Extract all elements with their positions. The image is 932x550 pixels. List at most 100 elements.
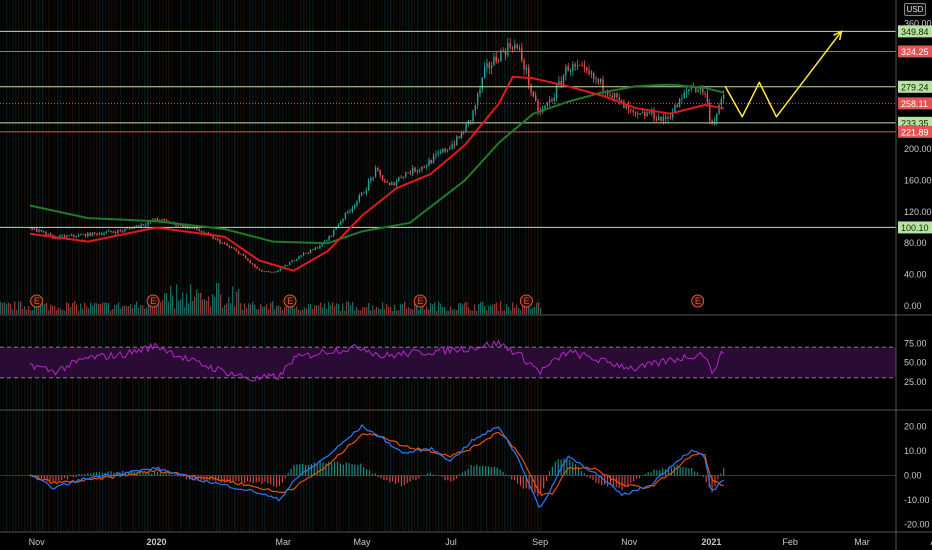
candle-body[interactable] — [407, 172, 409, 174]
candle-body[interactable] — [293, 260, 296, 262]
candle-body[interactable] — [131, 228, 133, 229]
candle-body[interactable] — [502, 50, 504, 52]
candle-body[interactable] — [277, 270, 279, 272]
candle-body[interactable] — [105, 231, 108, 234]
candle-body[interactable] — [40, 229, 43, 232]
candle-body[interactable] — [365, 190, 367, 194]
candle-body[interactable] — [606, 91, 609, 95]
candle-body[interactable] — [353, 205, 356, 208]
candle-body[interactable] — [330, 235, 333, 237]
candle-body[interactable] — [623, 101, 625, 109]
candle-body[interactable] — [247, 258, 249, 261]
candle-body[interactable] — [683, 92, 685, 98]
candle-body[interactable] — [42, 231, 45, 233]
candle-body[interactable] — [398, 177, 400, 181]
candle-body[interactable] — [300, 255, 303, 257]
candle-body[interactable] — [630, 109, 632, 111]
candle-body[interactable] — [567, 66, 569, 72]
candle-body[interactable] — [688, 89, 690, 92]
candle-body[interactable] — [474, 105, 477, 111]
projection-path[interactable] — [724, 30, 843, 118]
earnings-marker[interactable] — [519, 294, 533, 308]
candle-body[interactable] — [237, 250, 240, 254]
candle-body[interactable] — [342, 218, 344, 222]
candle-body[interactable] — [609, 94, 611, 96]
candle-body[interactable] — [702, 86, 704, 93]
candle-body[interactable] — [147, 222, 149, 225]
candle-body[interactable] — [411, 167, 414, 174]
candle-body[interactable] — [117, 230, 119, 234]
candle-body[interactable] — [372, 177, 374, 179]
candle-body[interactable] — [196, 227, 198, 230]
candle-body[interactable] — [258, 268, 261, 270]
candle-body[interactable] — [107, 230, 110, 232]
candle-body[interactable] — [639, 113, 641, 115]
candle-body[interactable] — [203, 232, 205, 234]
candle-body[interactable] — [595, 78, 597, 80]
candle-body[interactable] — [579, 65, 581, 66]
candle-body[interactable] — [674, 104, 676, 113]
candle-body[interactable] — [414, 167, 416, 172]
candle-body[interactable] — [384, 180, 386, 183]
candle-body[interactable] — [96, 233, 98, 235]
candle-body[interactable] — [472, 110, 474, 122]
candle-body[interactable] — [279, 268, 282, 271]
candle-body[interactable] — [495, 56, 497, 62]
candle-body[interactable] — [340, 221, 342, 225]
candle-body[interactable] — [467, 120, 470, 124]
candle-body[interactable] — [551, 99, 553, 101]
candle-body[interactable] — [483, 67, 486, 78]
candle-body[interactable] — [453, 144, 456, 146]
candle-body[interactable] — [75, 236, 77, 238]
candle-body[interactable] — [523, 60, 525, 70]
candle-body[interactable] — [298, 256, 300, 259]
candle-body[interactable] — [360, 192, 363, 196]
candle-body[interactable] — [87, 232, 89, 237]
macd-pane[interactable] — [0, 423, 896, 508]
candle-body[interactable] — [381, 175, 384, 181]
candle-body[interactable] — [49, 233, 52, 236]
candle-body[interactable] — [678, 99, 681, 108]
candle-body[interactable] — [251, 263, 254, 265]
candle-body[interactable] — [254, 264, 256, 267]
earnings-marker[interactable] — [30, 294, 44, 308]
candle-body[interactable] — [537, 100, 539, 112]
candle-body[interactable] — [405, 172, 407, 177]
candle-body[interactable] — [660, 116, 662, 121]
candle-body[interactable] — [179, 224, 182, 226]
candle-body[interactable] — [409, 172, 412, 174]
candle-body[interactable] — [470, 120, 472, 122]
candle-body[interactable] — [553, 98, 555, 101]
candle-body[interactable] — [534, 95, 537, 101]
candle-body[interactable] — [590, 72, 593, 75]
candle-body[interactable] — [488, 63, 490, 69]
candle-body[interactable] — [572, 64, 574, 71]
candle-body[interactable] — [695, 87, 697, 92]
candle-body[interactable] — [657, 116, 660, 121]
candle-body[interactable] — [486, 63, 488, 68]
candle-body[interactable] — [546, 102, 549, 106]
candle-body[interactable] — [428, 160, 430, 167]
earnings-marker[interactable] — [691, 294, 705, 308]
candle-body[interactable] — [240, 253, 242, 255]
earnings-marker[interactable] — [146, 294, 160, 308]
candle-body[interactable] — [697, 90, 699, 92]
candle-body[interactable] — [393, 182, 395, 186]
candle-body[interactable] — [493, 56, 495, 66]
candle-body[interactable] — [94, 232, 96, 234]
candle-body[interactable] — [319, 245, 321, 249]
candle-body[interactable] — [198, 229, 200, 231]
candle-body[interactable] — [706, 93, 709, 103]
candle-body[interactable] — [655, 119, 658, 121]
candle-body[interactable] — [226, 243, 228, 246]
candle-body[interactable] — [634, 111, 637, 114]
candle-body[interactable] — [177, 225, 180, 227]
candle-body[interactable] — [103, 233, 105, 235]
earnings-marker[interactable] — [283, 294, 297, 308]
candle-body[interactable] — [507, 43, 509, 56]
candle-body[interactable] — [344, 212, 347, 219]
candle-body[interactable] — [718, 104, 720, 114]
candle-body[interactable] — [569, 70, 572, 72]
candle-body[interactable] — [532, 92, 535, 96]
candle-body[interactable] — [528, 67, 530, 85]
